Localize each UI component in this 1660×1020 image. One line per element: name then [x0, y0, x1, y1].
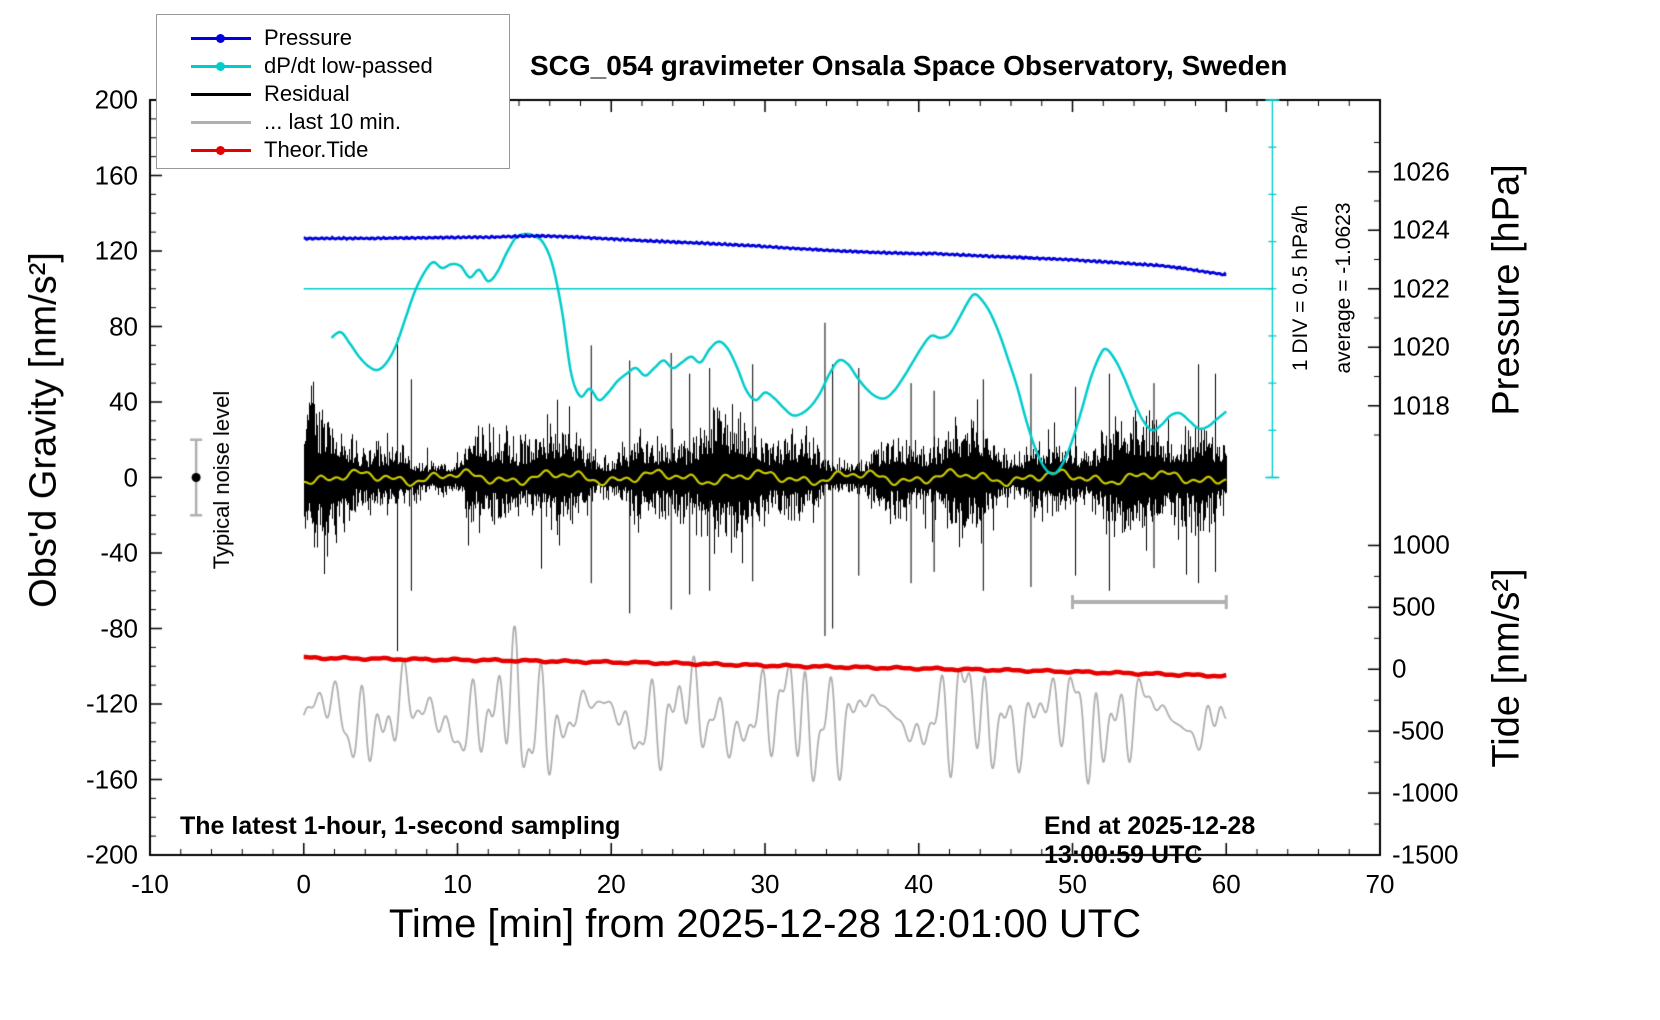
end-time-footnote: End at 2025-12-28 13:00:59 UTC [1044, 812, 1256, 869]
legend-label-dpdt: dP/dt low-passed [264, 53, 433, 78]
x-tick-label: 50 [1058, 869, 1087, 899]
pressure-tick-label: 1018 [1392, 390, 1450, 421]
legend-item-dpdt: dP/dt low-passed [157, 52, 509, 80]
chart-title: SCG_054 gravimeter Onsala Space Observat… [530, 50, 1288, 81]
average-note: average = -1.0623 [1332, 202, 1355, 374]
tide-tick-label: -1000 [1392, 777, 1459, 808]
x-tick-label: 40 [904, 869, 934, 899]
y-left-tick-label: 200 [94, 84, 138, 115]
x-axis-label: Time [min] from 2025-12-28 12:01:00 UTC [388, 902, 1142, 946]
legend: Pressure dP/dt low-passed Residual ... l… [156, 14, 510, 169]
legend-item-tide: Theor.Tide [157, 136, 509, 164]
x-tick-label: 20 [596, 869, 626, 899]
y-axis-label-tide: Tide [nm/s²] [1485, 568, 1528, 768]
x-tick-label: 60 [1211, 869, 1241, 899]
dpdt-marker-icon [216, 61, 225, 71]
div-scale-note: 1 DIV = 0.5 hPa/h [1289, 204, 1312, 372]
legend-label-residual: Residual [264, 81, 350, 106]
y-left-tick-label: -40 [100, 537, 138, 568]
legend-item-pressure: Pressure [157, 24, 509, 52]
y-left-tick-label: 40 [109, 386, 138, 417]
pressure-marker-icon [216, 33, 225, 43]
y-left-tick-label: -160 [85, 764, 138, 794]
y-left-tick-label: 160 [94, 160, 138, 190]
y-left-tick-label: 80 [109, 311, 138, 341]
pressure-tick-label: 1022 [1392, 273, 1450, 304]
y-axis-label-pressure: Pressure [hPa] [1485, 164, 1528, 416]
last10-line-swatch [191, 120, 251, 124]
x-tick-label: 0 [296, 869, 311, 899]
pressure-line-swatch [191, 33, 251, 43]
x-tick-label: -10 [131, 869, 169, 899]
typical-noise-level-label: Typical noise level [209, 390, 234, 570]
y-axis-label-gravity: Obs'd Gravity [nm/s²] [22, 252, 65, 608]
tide-tick-label: 0 [1392, 653, 1407, 684]
legend-label-tide: Theor.Tide [264, 137, 369, 162]
tide-line-swatch [191, 145, 251, 155]
sampling-footnote: The latest 1-hour, 1-second sampling [180, 812, 621, 840]
dpdt-line-swatch [191, 61, 251, 71]
tide-marker-icon [216, 145, 225, 155]
pressure-tick-label: 1024 [1392, 214, 1450, 245]
y-left-tick-label: -80 [100, 613, 138, 643]
tide-tick-label: -500 [1392, 715, 1445, 746]
x-tick-label: 10 [443, 869, 472, 899]
tide-tick-label: 500 [1392, 591, 1436, 622]
y-left-tick-label: -200 [85, 839, 138, 870]
legend-item-last10: ... last 10 min. [157, 108, 509, 136]
pressure-tick-label: 1026 [1392, 156, 1450, 187]
tide-tick-label: -1500 [1392, 839, 1459, 870]
x-tick-label: 30 [750, 869, 780, 899]
tide-tick-label: 1000 [1392, 529, 1450, 560]
legend-label-pressure: Pressure [264, 25, 353, 50]
legend-item-residual: Residual [157, 80, 509, 108]
x-tick-label: 70 [1365, 869, 1395, 899]
y-left-tick-label: 0 [123, 462, 138, 492]
legend-label-last10: ... last 10 min. [264, 109, 401, 134]
residual-line-swatch [191, 92, 251, 96]
y-left-tick-label: -120 [85, 688, 138, 719]
y-left-tick-label: 120 [94, 235, 138, 266]
pressure-tick-label: 1020 [1392, 331, 1450, 362]
